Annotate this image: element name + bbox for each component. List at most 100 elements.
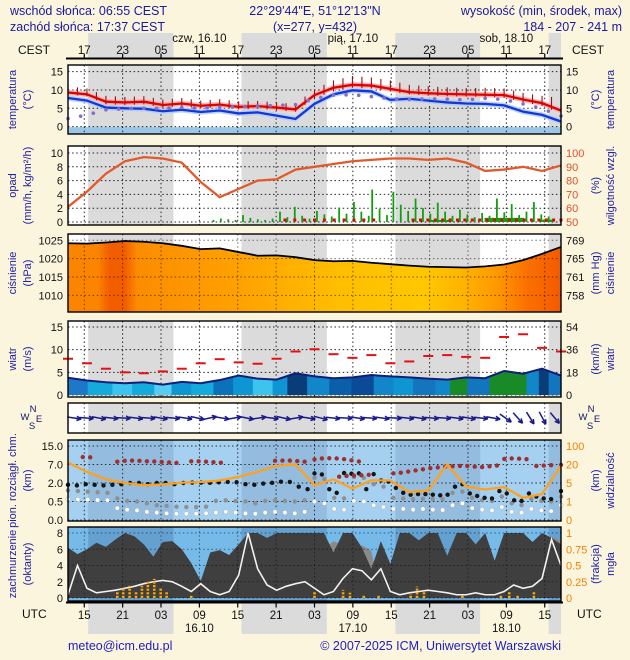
contact-email-link[interactable]: meteo@icm.edu.pl — [68, 639, 173, 653]
svg-text:03: 03 — [462, 610, 475, 622]
svg-text:wiatr: wiatr — [605, 347, 617, 372]
svg-text:W: W — [579, 412, 588, 423]
svg-text:23: 23 — [116, 45, 129, 57]
svg-text:S: S — [29, 421, 35, 432]
svg-text:7.0: 7.0 — [48, 460, 63, 472]
svg-text:8: 8 — [57, 162, 63, 174]
svg-text:15: 15 — [538, 610, 551, 622]
altitude-values: 184 - 207 - 241 m — [523, 20, 622, 34]
svg-text:0: 0 — [57, 390, 63, 402]
svg-text:100: 100 — [566, 148, 584, 160]
coordinates-text: 22°29'44"E, 51°12'13"N — [249, 4, 381, 18]
svg-text:(km): (km) — [590, 470, 602, 492]
svg-text:21: 21 — [270, 610, 283, 622]
svg-text:wilgotność wzgl.: wilgotność wzgl. — [605, 146, 617, 226]
svg-text:8: 8 — [57, 528, 63, 540]
svg-text:0: 0 — [57, 217, 63, 229]
location-info: 22°29'44"E, 51°12'13"N (x=277, y=432) — [0, 3, 630, 35]
svg-text:6: 6 — [57, 544, 63, 556]
svg-text:11: 11 — [347, 45, 359, 57]
svg-text:03: 03 — [155, 610, 168, 622]
svg-text:90: 90 — [566, 162, 578, 174]
svg-text:769: 769 — [566, 235, 584, 247]
svg-text:0.5: 0.5 — [566, 561, 581, 573]
svg-text:70: 70 — [566, 189, 578, 201]
svg-text:1: 1 — [566, 497, 572, 509]
svg-text:N: N — [588, 404, 595, 415]
svg-text:widzialność: widzialność — [605, 452, 617, 510]
svg-text:15: 15 — [78, 610, 91, 622]
svg-text:2: 2 — [57, 203, 63, 215]
svg-text:6: 6 — [57, 176, 63, 188]
svg-text:18.10: 18.10 — [492, 623, 521, 635]
svg-text:1020: 1020 — [39, 254, 63, 266]
svg-text:(hPa): (hPa) — [22, 260, 34, 287]
bottom-time-axis: 15 21 03 09 15 21 03 09 15 21 03 09 15 16.10 17.10 18.1… — [66, 601, 563, 635]
svg-text:N: N — [30, 404, 37, 415]
svg-text:03: 03 — [308, 610, 321, 622]
svg-text:4: 4 — [57, 561, 63, 573]
svg-text:758: 758 — [566, 290, 584, 302]
svg-text:17: 17 — [78, 45, 91, 57]
svg-text:17: 17 — [538, 45, 551, 57]
svg-text:15: 15 — [566, 67, 578, 79]
grid-point-text: (x=277, y=432) — [272, 20, 358, 34]
svg-text:(mm Hg): (mm Hg) — [590, 252, 602, 295]
svg-text:05: 05 — [155, 45, 168, 57]
sunset-text: zachód słońca: 17:37 CEST — [10, 20, 165, 34]
altitude-info: wysokość (min, środek, max) 184 - 207 - … — [461, 3, 622, 35]
svg-text:11: 11 — [193, 45, 205, 57]
copyright-text: © 2007-2025 ICM, Uniwersytet Warszawski — [320, 639, 561, 653]
svg-text:21: 21 — [423, 610, 436, 622]
svg-text:09: 09 — [193, 610, 206, 622]
svg-text:16.10: 16.10 — [185, 623, 214, 635]
svg-text:100: 100 — [566, 441, 584, 453]
svg-text:0: 0 — [57, 122, 63, 134]
svg-text:(m/s): (m/s) — [22, 346, 34, 371]
svg-text:05: 05 — [462, 45, 475, 57]
svg-text:(mm/h, kg/m²/h): (mm/h, kg/m²/h) — [22, 147, 34, 225]
utc-label-right: UTC — [577, 607, 602, 621]
svg-text:10: 10 — [51, 148, 63, 160]
svg-text:05: 05 — [308, 45, 321, 57]
svg-text:20: 20 — [566, 460, 578, 472]
svg-text:17: 17 — [231, 45, 244, 57]
svg-text:5: 5 — [57, 367, 63, 379]
svg-text:0.25: 0.25 — [566, 577, 587, 589]
svg-text:10: 10 — [51, 345, 63, 357]
svg-text:(°C): (°C) — [590, 90, 602, 110]
svg-text:0.5: 0.5 — [48, 497, 63, 509]
svg-text:0: 0 — [566, 390, 572, 402]
svg-text:80: 80 — [566, 176, 578, 188]
svg-text:(km/h): (km/h) — [590, 343, 602, 374]
svg-text:15: 15 — [51, 67, 63, 79]
svg-text:10: 10 — [566, 85, 578, 97]
svg-text:wiatr: wiatr — [7, 347, 19, 372]
svg-text:50: 50 — [566, 217, 578, 229]
sunrise-text: wschód słońca: 06:55 CEST — [10, 4, 168, 18]
svg-text:czw, 16.10: czw, 16.10 — [172, 33, 226, 45]
svg-text:17.10: 17.10 — [338, 623, 367, 635]
svg-text:1010: 1010 — [39, 290, 63, 302]
svg-text:15: 15 — [385, 610, 398, 622]
svg-text:W: W — [21, 412, 30, 423]
svg-text:15: 15 — [51, 322, 63, 334]
svg-text:15.0: 15.0 — [42, 441, 63, 453]
svg-text:ciśnienie: ciśnienie — [7, 252, 19, 295]
svg-text:15: 15 — [231, 610, 244, 622]
svg-text:2: 2 — [57, 577, 63, 589]
svg-text:pią, 17.10: pią, 17.10 — [328, 33, 379, 45]
svg-text:23: 23 — [270, 45, 283, 57]
svg-text:(km): (km) — [22, 470, 34, 492]
svg-text:761: 761 — [566, 272, 584, 284]
panel-visibility: 15.0 7.0 2.0 0.5 0.0 100 20 5 1 0 pion. rozciągł. … — [7, 433, 617, 528]
svg-text:17: 17 — [385, 45, 398, 57]
svg-text:4: 4 — [57, 189, 63, 201]
svg-text:temperatura: temperatura — [605, 69, 617, 129]
svg-text:sob, 18.10: sob, 18.10 — [479, 33, 533, 45]
